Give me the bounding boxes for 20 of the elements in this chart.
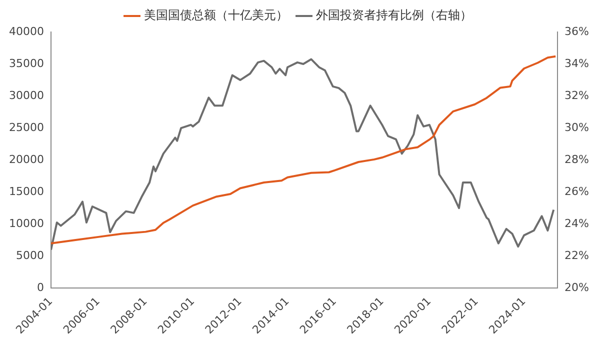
y2-tick-label: 26% xyxy=(564,184,590,198)
y-tick-label: 25000 xyxy=(8,120,44,134)
y-tick-label: 40000 xyxy=(8,24,44,38)
y2-tick-label: 20% xyxy=(564,281,590,294)
y2-tick-label: 28% xyxy=(564,152,590,166)
y-tick-label: 30000 xyxy=(8,88,44,102)
y2-tick-label: 36% xyxy=(564,24,590,38)
y-tick-label: 20000 xyxy=(8,152,44,166)
y2-tick-label: 22% xyxy=(564,249,590,262)
y-tick-label: 15000 xyxy=(8,184,44,198)
y2-tick-label: 32% xyxy=(564,88,590,102)
legend-label: 美国国债总额（十亿美元） xyxy=(144,8,288,22)
y-tick-label: 5000 xyxy=(16,249,44,262)
y2-tick-label: 24% xyxy=(564,216,590,230)
y2-tick-label: 34% xyxy=(564,56,590,70)
y-tick-label: 10000 xyxy=(8,216,44,230)
legend-label: 外国投资者持有比例（右轴） xyxy=(316,8,472,22)
y-tick-label: 35000 xyxy=(8,56,44,70)
y-tick-label: 0 xyxy=(36,281,44,294)
y2-tick-label: 30% xyxy=(564,120,590,134)
